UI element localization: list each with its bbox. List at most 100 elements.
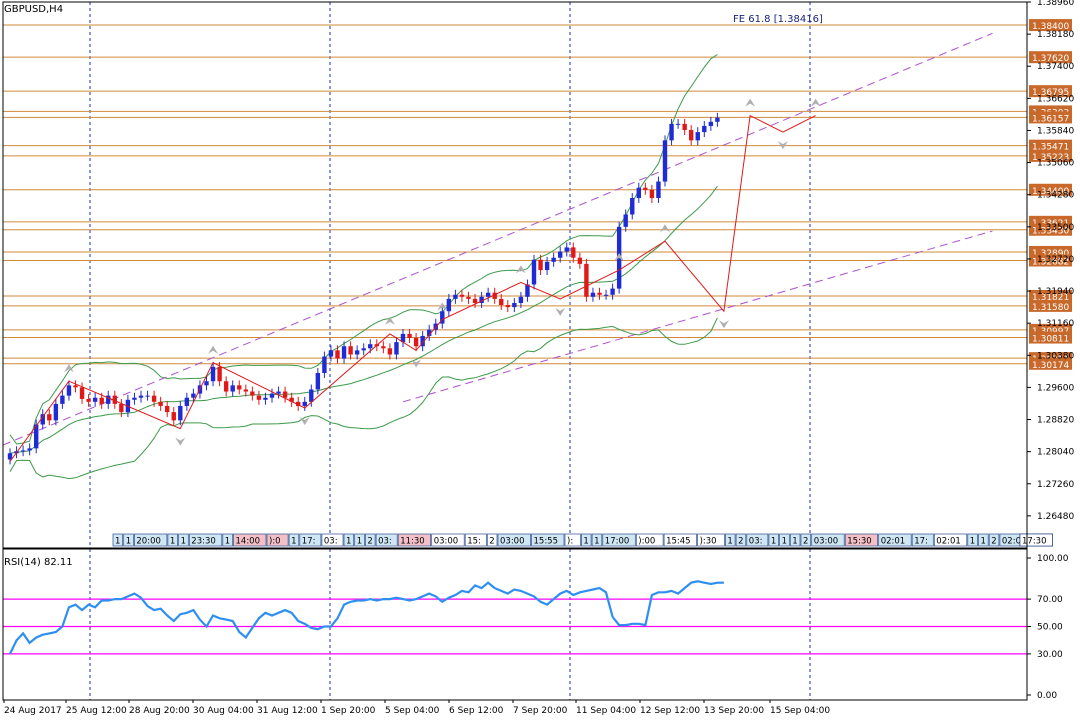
time-marker-label: 15: <box>467 537 481 547</box>
candle-body <box>158 401 163 406</box>
candle-body <box>106 395 111 404</box>
candle-body <box>204 381 209 386</box>
time-marker-box <box>564 533 581 547</box>
level-label: 1.38400 <box>1032 22 1069 32</box>
price-tick-label: 1.32720 <box>1037 255 1074 265</box>
candle-body <box>27 448 32 451</box>
time-marker-box <box>800 533 812 547</box>
candle-body <box>636 187 641 198</box>
candle-body <box>407 333 412 338</box>
time-marker-box <box>178 533 189 547</box>
candle-body <box>512 303 517 308</box>
price-tick-label: 1.26480 <box>1037 512 1074 522</box>
candle-body <box>577 257 583 264</box>
candle-body <box>138 395 144 398</box>
time-marker-box <box>746 533 769 547</box>
up-fractal-arrow <box>208 345 219 354</box>
candle-body <box>623 214 628 227</box>
candle-body <box>217 366 222 382</box>
time-axis-label: 12 Sep 12:00 <box>640 706 700 716</box>
time-marker-box <box>431 533 465 547</box>
level-label-bg <box>1029 149 1072 162</box>
up-fractal-arrow <box>63 364 74 373</box>
candle-body <box>564 247 569 252</box>
candle-body <box>335 350 340 359</box>
time-marker-label: 15:45 <box>666 537 691 547</box>
time-axis-label: 11 Sep 04:00 <box>576 706 636 716</box>
level-label: 1.35471 <box>1032 143 1069 153</box>
candle-body <box>348 346 353 355</box>
level-label-bg <box>1029 331 1072 344</box>
bollinger-bands <box>9 54 718 480</box>
price-channel <box>2 32 993 446</box>
candle-body <box>571 247 576 258</box>
time-marker-label: 1 <box>181 537 186 547</box>
chart-title: GBPUSD,H4 <box>4 4 64 15</box>
time-marker-box <box>663 533 697 547</box>
time-marker-label: 03: <box>378 537 392 547</box>
level-label-bg <box>1029 111 1072 124</box>
candle-body <box>328 350 334 357</box>
time-marker-label: 03:00 <box>434 537 459 547</box>
channel-upper <box>2 32 993 446</box>
candle-body <box>630 198 635 215</box>
price-tick-label: 1.38960 <box>1037 0 1074 8</box>
level-label-bg <box>1029 85 1072 98</box>
candle-body <box>459 294 465 297</box>
candle-body <box>479 296 484 303</box>
level-label: 1.30174 <box>1032 361 1069 371</box>
time-marker-label: ):00 <box>638 537 655 547</box>
candle-body <box>610 288 615 295</box>
time-marker-label: 1 <box>115 537 120 547</box>
time-marker-box <box>933 533 968 547</box>
fractal-arrows <box>63 98 821 446</box>
candle-body <box>132 397 137 400</box>
time-marker-label: 17:00 <box>605 537 630 547</box>
time-marker-label: 23:30 <box>191 537 216 547</box>
candle-body <box>584 263 589 297</box>
time-marker-label: 2 <box>803 537 808 547</box>
time-marker-box <box>735 533 747 547</box>
level-label-bg <box>1029 254 1072 267</box>
upper-band <box>9 54 718 445</box>
time-marker-box <box>844 533 879 547</box>
level-label: 1.32682 <box>1032 258 1069 268</box>
candle-body <box>590 292 596 297</box>
time-marker-box <box>591 533 603 547</box>
time-marker-label: 1 <box>170 537 175 547</box>
time-marker-box <box>768 533 779 547</box>
price-tick-label: 1.31160 <box>1037 319 1074 329</box>
down-fractal-arrow <box>411 359 422 368</box>
candle-body <box>446 298 452 312</box>
time-marker-label: 1 <box>583 537 588 547</box>
level-label: 1.35223 <box>1032 153 1069 163</box>
time-marker-box <box>988 533 1000 547</box>
time-axis-label: 31 Aug 12:00 <box>257 706 318 716</box>
time-axis-label: 13 Sep 20:00 <box>704 706 764 716</box>
time-marker-box <box>697 533 725 547</box>
time-axis-label: 5 Sep 04:00 <box>385 706 440 716</box>
level-label-bg <box>1029 299 1072 312</box>
time-axis-label: 1 Sep 20:00 <box>321 706 376 716</box>
time-marker-box <box>343 533 355 547</box>
candle-body <box>289 397 294 402</box>
time-marker-label: 1 <box>771 537 776 547</box>
time-marker-box <box>222 533 233 547</box>
candle-body <box>86 398 91 402</box>
price-tick-label: 1.35840 <box>1037 126 1074 136</box>
lower-band <box>9 317 718 480</box>
price-tick-label: 1.37400 <box>1037 62 1074 72</box>
price-tick-label: 1.27260 <box>1037 480 1074 490</box>
candle-body <box>178 405 183 421</box>
candle-body <box>656 181 661 198</box>
candle-body <box>675 123 681 125</box>
level-label-bg <box>1029 223 1072 236</box>
candle-body <box>499 298 504 306</box>
time-marker-box <box>188 533 223 547</box>
time-marker-label: 02:01 <box>936 537 961 547</box>
candle-body <box>210 366 216 382</box>
main-panel-border <box>2 1 1028 549</box>
time-marker-box <box>134 533 168 547</box>
price-tick-label: 1.29600 <box>1037 383 1074 393</box>
